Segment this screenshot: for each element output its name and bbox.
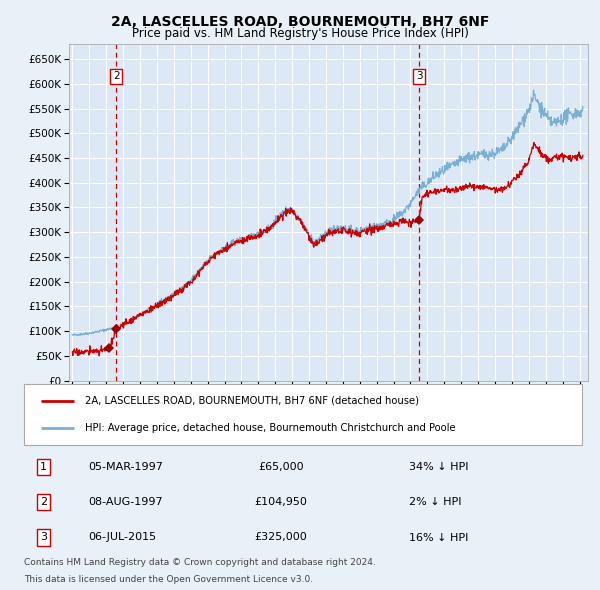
Text: £325,000: £325,000: [254, 533, 307, 542]
Text: 2: 2: [113, 71, 119, 81]
Text: Price paid vs. HM Land Registry's House Price Index (HPI): Price paid vs. HM Land Registry's House …: [131, 27, 469, 40]
Text: 2: 2: [40, 497, 47, 507]
Text: 34% ↓ HPI: 34% ↓ HPI: [409, 462, 469, 471]
Text: 16% ↓ HPI: 16% ↓ HPI: [409, 533, 469, 542]
Text: 06-JUL-2015: 06-JUL-2015: [88, 533, 156, 542]
Text: Contains HM Land Registry data © Crown copyright and database right 2024.: Contains HM Land Registry data © Crown c…: [24, 559, 376, 568]
Text: 1: 1: [40, 462, 47, 471]
Text: This data is licensed under the Open Government Licence v3.0.: This data is licensed under the Open Gov…: [24, 575, 313, 584]
Text: 3: 3: [416, 71, 422, 81]
Text: £104,950: £104,950: [254, 497, 307, 507]
Text: 2% ↓ HPI: 2% ↓ HPI: [409, 497, 461, 507]
Text: HPI: Average price, detached house, Bournemouth Christchurch and Poole: HPI: Average price, detached house, Bour…: [85, 423, 456, 433]
Text: 3: 3: [40, 533, 47, 542]
FancyBboxPatch shape: [24, 384, 582, 445]
Text: 08-AUG-1997: 08-AUG-1997: [88, 497, 163, 507]
Text: £65,000: £65,000: [258, 462, 304, 471]
Text: 2A, LASCELLES ROAD, BOURNEMOUTH, BH7 6NF: 2A, LASCELLES ROAD, BOURNEMOUTH, BH7 6NF: [111, 15, 489, 29]
Text: 2A, LASCELLES ROAD, BOURNEMOUTH, BH7 6NF (detached house): 2A, LASCELLES ROAD, BOURNEMOUTH, BH7 6NF…: [85, 396, 419, 406]
Text: 05-MAR-1997: 05-MAR-1997: [88, 462, 163, 471]
